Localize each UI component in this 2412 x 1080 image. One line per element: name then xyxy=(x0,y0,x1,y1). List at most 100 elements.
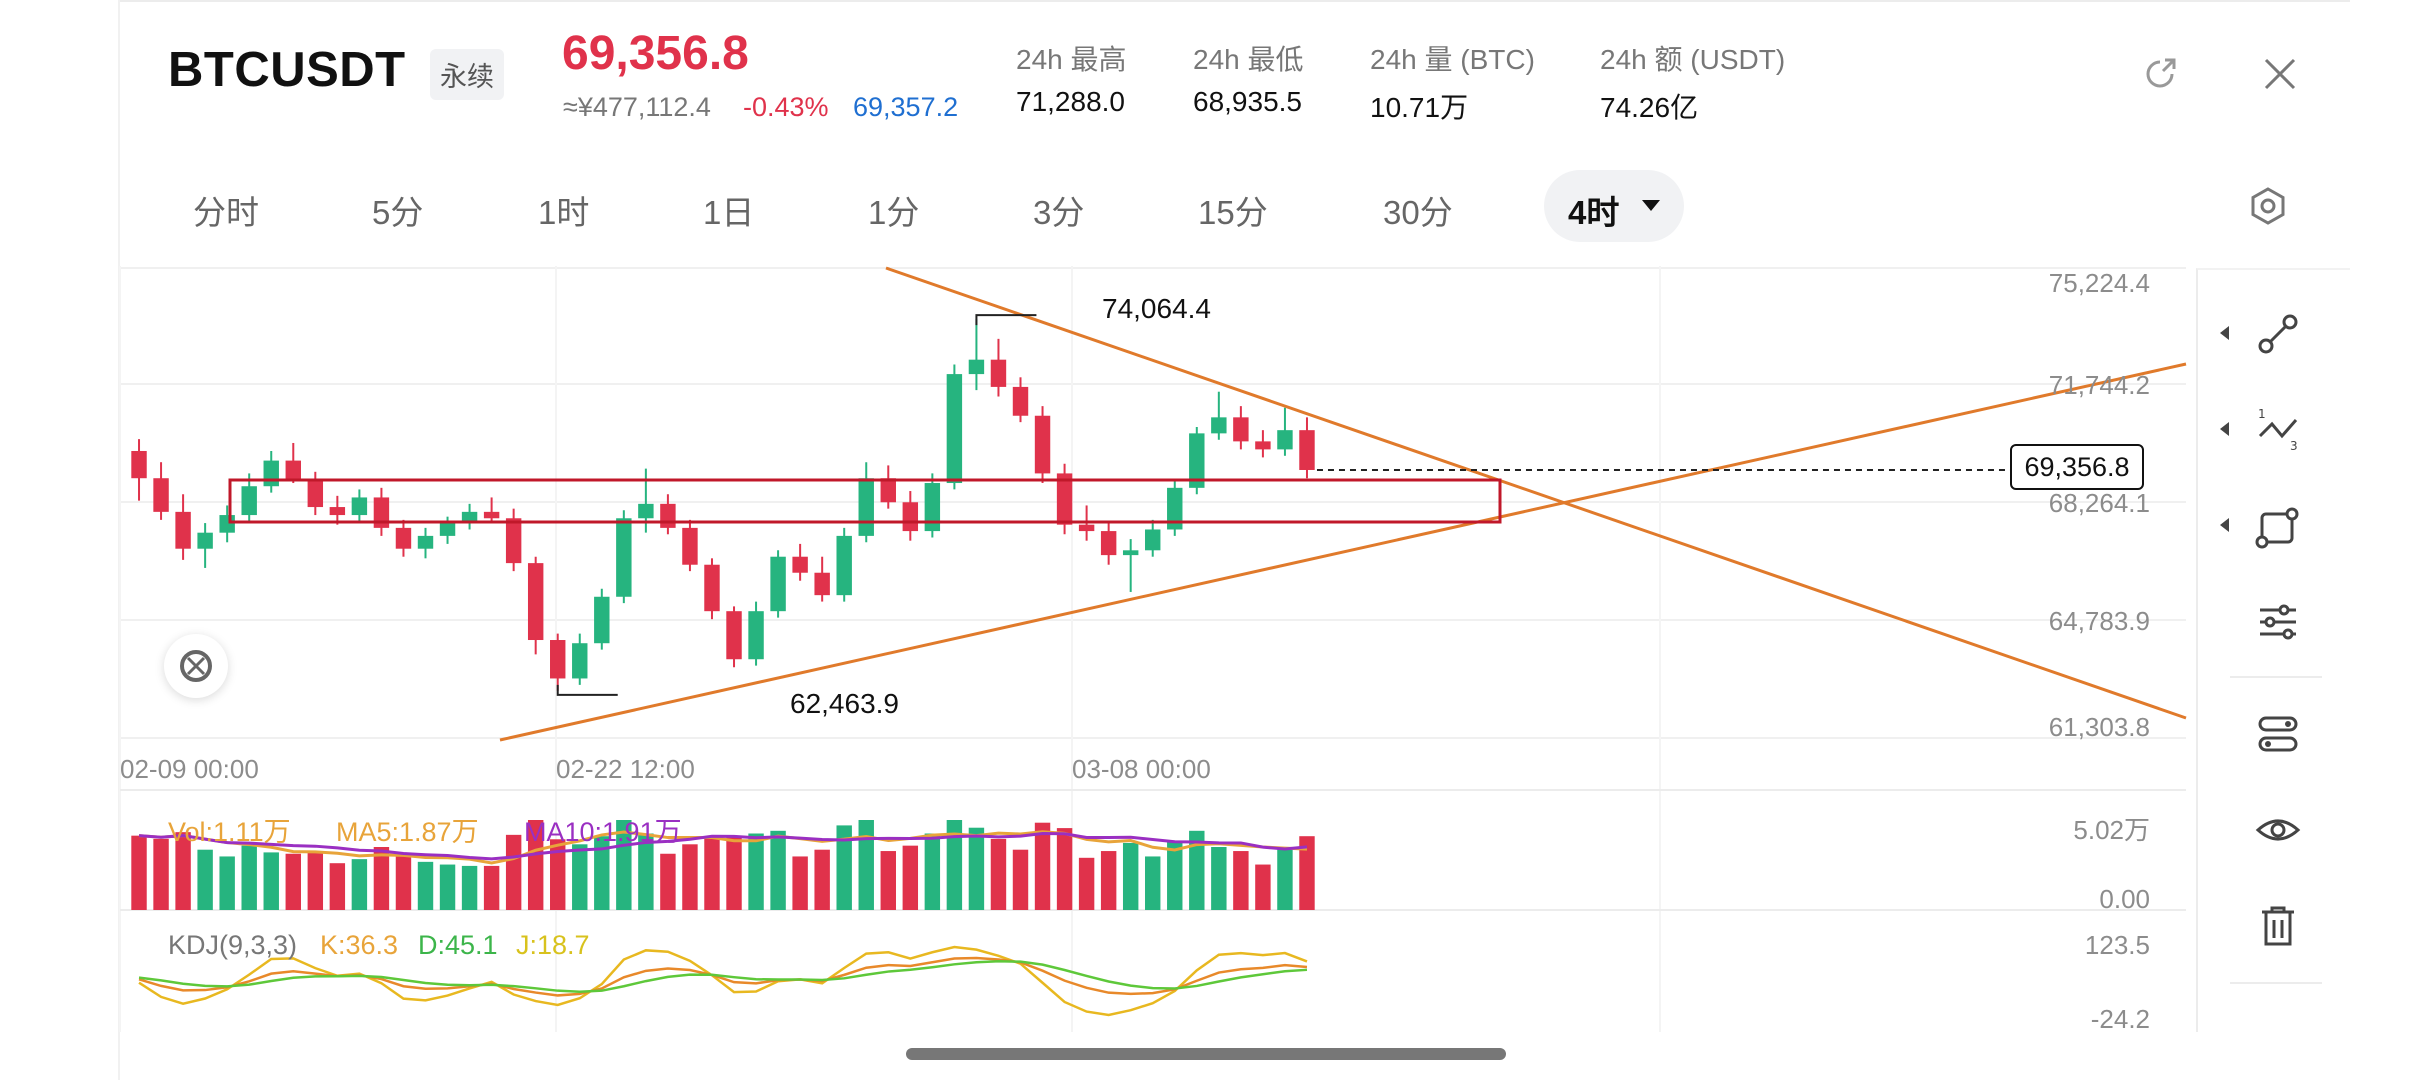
volume-bar xyxy=(285,853,301,910)
adjust-icon[interactable] xyxy=(2254,598,2302,646)
candle-body xyxy=(1145,529,1161,551)
expand-caret-icon[interactable] xyxy=(2220,518,2229,532)
candle-body xyxy=(1255,441,1271,450)
candle-body xyxy=(1100,531,1117,556)
volume-bar xyxy=(395,856,412,910)
volume-bar xyxy=(638,833,654,910)
toolbar-divider xyxy=(2230,676,2322,678)
candle-body xyxy=(439,523,456,536)
candle-body xyxy=(858,478,874,536)
stat-24h-high: 24h 最高 71,288.0 xyxy=(1016,38,1127,118)
candle-body xyxy=(131,450,147,479)
volume-bar xyxy=(726,836,742,910)
candle-body xyxy=(219,515,235,533)
volume-bar xyxy=(924,833,941,910)
candle-body xyxy=(351,497,368,516)
expand-caret-icon[interactable] xyxy=(2220,422,2229,436)
high-price-marker xyxy=(975,314,1037,326)
candle-body xyxy=(1078,524,1095,532)
share-icon[interactable] xyxy=(2142,56,2178,92)
tab-5m[interactable]: 5分 xyxy=(372,194,424,231)
candle-body xyxy=(770,556,786,612)
kdj-title: KDJ(9,3,3) xyxy=(168,930,298,960)
volume-bar xyxy=(1233,851,1249,910)
candle-body xyxy=(329,507,346,516)
volume-bar xyxy=(307,851,324,910)
settings-icon[interactable] xyxy=(2248,186,2288,226)
candle-body xyxy=(616,518,632,597)
volume-bar xyxy=(329,863,346,910)
candle-body xyxy=(594,596,610,644)
x-tick: 02-09 00:00 xyxy=(120,754,259,784)
symbol-title[interactable]: BTCUSDT xyxy=(168,43,406,97)
candle-body xyxy=(1056,473,1073,525)
volume-bar xyxy=(373,847,390,910)
draw-line-icon[interactable] xyxy=(2254,310,2302,358)
tab-3m[interactable]: 3分 xyxy=(1033,194,1085,231)
stat-24h-turnover: 24h 额 (USDT) 74.26亿 xyxy=(1600,38,1785,126)
stat-label: 24h 量 (BTC) xyxy=(1370,44,1535,75)
candle-body xyxy=(461,511,478,524)
candle-body xyxy=(990,359,1007,387)
volume-bar xyxy=(417,861,434,910)
candle-body xyxy=(175,511,191,549)
stat-label: 24h 最高 xyxy=(1016,44,1127,75)
x-tick: 02-22 12:00 xyxy=(556,754,695,784)
volume-bar xyxy=(594,836,610,910)
volume-bar xyxy=(505,834,522,910)
shape-icon[interactable] xyxy=(2254,502,2302,550)
close-icon[interactable] xyxy=(2262,56,2298,92)
candle-body xyxy=(880,478,896,503)
ma10-line xyxy=(138,831,1308,861)
drawings[interactable] xyxy=(228,266,2187,742)
candle-body xyxy=(1277,430,1293,450)
volume-bar xyxy=(748,833,764,910)
y-tick: 71,744.2 xyxy=(2048,370,2150,400)
candle-body xyxy=(153,478,169,512)
chart-grid xyxy=(119,266,2186,1032)
candle-body xyxy=(527,563,544,641)
volume-bar xyxy=(572,844,588,910)
eye-icon[interactable] xyxy=(2254,806,2302,854)
tab-1d[interactable]: 1日 xyxy=(703,194,755,231)
tab-4h-dropdown[interactable]: 4时 xyxy=(1544,170,1684,242)
volume-bar xyxy=(197,849,213,910)
y-tick: 75,224.4 xyxy=(2048,268,2150,298)
x-tick: 03-08 00:00 xyxy=(1072,754,1211,784)
trash-icon[interactable] xyxy=(2254,902,2302,950)
kdj-j: J:18.7 xyxy=(516,930,590,960)
candle-body xyxy=(682,527,698,565)
candle-body xyxy=(373,497,390,528)
volume-bar xyxy=(814,849,830,910)
candle-body xyxy=(1233,417,1249,442)
tab-time-sharing[interactable]: 分时 xyxy=(193,194,259,231)
tab-15m[interactable]: 15分 xyxy=(1198,194,1268,231)
template-icon[interactable] xyxy=(2254,710,2302,758)
volume-bar xyxy=(616,820,632,910)
volume-bar xyxy=(946,820,963,910)
stat-value: 68,935.5 xyxy=(1193,86,1302,117)
volume-bar xyxy=(263,852,279,910)
candle-body xyxy=(307,479,324,508)
kdj-k: K:36.3 xyxy=(320,930,399,960)
volume-bar xyxy=(1100,851,1117,910)
low-price-label: 62,463.9 xyxy=(790,688,899,719)
tab-1m[interactable]: 1分 xyxy=(868,194,920,231)
tab-30m[interactable]: 30分 xyxy=(1383,194,1453,231)
tab-1h[interactable]: 1时 xyxy=(538,194,590,231)
volume-bar xyxy=(461,865,478,910)
volume-bar xyxy=(175,832,191,910)
stat-value: 74.26亿 xyxy=(1600,92,1699,123)
expand-caret-icon[interactable] xyxy=(2220,326,2229,340)
chart-shortcut-button[interactable] xyxy=(164,634,228,698)
candle-body xyxy=(902,502,919,532)
stat-value: 71,288.0 xyxy=(1016,86,1125,117)
chevron-down-icon xyxy=(1642,200,1660,211)
volume-bar xyxy=(131,835,147,910)
candle-body xyxy=(660,503,676,528)
candle-body xyxy=(924,483,941,532)
candle-body xyxy=(483,511,500,519)
candle-body xyxy=(836,535,852,596)
